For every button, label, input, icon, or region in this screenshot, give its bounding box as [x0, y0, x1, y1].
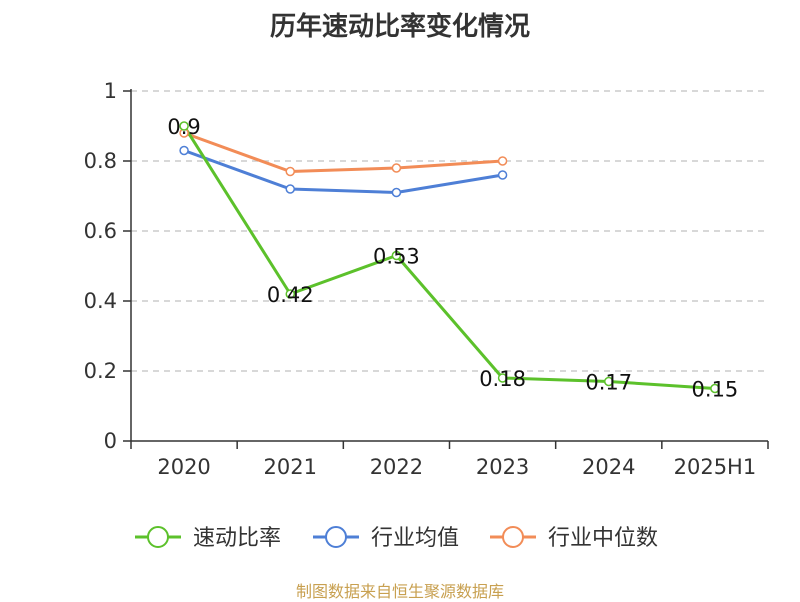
data-point [285, 289, 295, 299]
axes: 0 0.2 0.4 0.6 0.8 1 2020 2021 2022 2023 2024 2025H1 [84, 79, 769, 479]
y-tick-label: 0.6 [84, 219, 117, 243]
series-lines [182, 125, 716, 390]
series-line-3 [183, 131, 503, 173]
legend-swatch-marker [147, 526, 169, 548]
data-point [604, 376, 614, 387]
legend-label: 速动比率 [193, 526, 281, 551]
y-tick-label: 0 [104, 429, 117, 453]
data-label: 0.9 [167, 115, 200, 139]
data-label: 0.42 [267, 283, 314, 307]
x-tick-label: 2024 [582, 455, 635, 479]
data-point [285, 166, 295, 177]
data-point [391, 187, 402, 198]
chart-title: 历年速动比率变化情况 [269, 12, 530, 42]
data-point [285, 184, 295, 194]
legend-label: 行业均值 [371, 526, 459, 551]
x-tick-label: 2023 [476, 455, 529, 479]
data-point [497, 156, 508, 166]
data-label: 0.15 [692, 378, 739, 402]
legend-swatch-marker [325, 526, 347, 548]
x-tick-label: 2022 [370, 455, 423, 479]
x-tick-label: 2020 [157, 455, 210, 479]
x-tick-label: 2025H1 [674, 455, 757, 479]
data-point [710, 383, 720, 394]
data-point [497, 373, 508, 383]
y-tick-label: 0.8 [84, 149, 117, 173]
legend: 速动比率 行业均值 行业中位数 [135, 526, 658, 551]
legend-swatch-marker [502, 526, 524, 548]
data-source-note: 制图数据来自恒生聚源数据库 [295, 582, 504, 601]
data-label: 0.53 [373, 245, 420, 269]
data-point [497, 170, 508, 180]
y-tick-label: 0.2 [84, 359, 117, 383]
series-line-1 [182, 125, 716, 390]
data-point [391, 163, 402, 173]
data-point [179, 121, 189, 131]
y-tick-label: 1 [104, 79, 117, 103]
data-label: 0.17 [585, 371, 632, 395]
data-point [391, 250, 402, 261]
series-line-2 [183, 149, 503, 194]
legend-label: 行业中位数 [548, 526, 658, 551]
data-labels: 0.9 0.42 0.53 0.18 0.17 0.15 [167, 115, 738, 402]
y-tick-label: 0.4 [84, 289, 117, 313]
x-tick-label: 2021 [264, 455, 317, 479]
data-point [179, 145, 189, 156]
data-label: 0.18 [479, 367, 526, 391]
grid-lines [131, 90, 768, 372]
series-points [179, 121, 720, 394]
